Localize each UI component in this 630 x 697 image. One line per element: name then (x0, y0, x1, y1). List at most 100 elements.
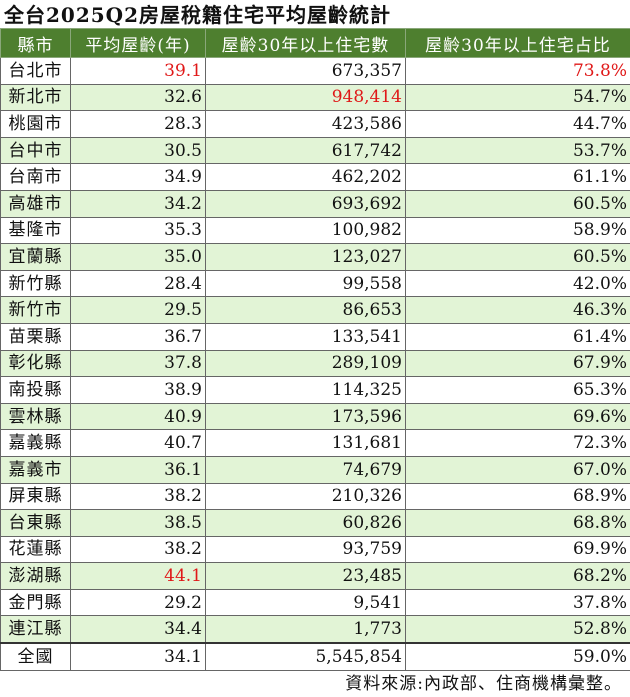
old-share-cell: 60.5% (406, 190, 630, 217)
county-cell: 花蓮縣 (1, 536, 71, 563)
old-share-cell: 68.8% (406, 510, 630, 537)
old-share-cell: 46.3% (406, 297, 630, 324)
avg-age-cell: 38.9 (71, 377, 206, 404)
header-row: 縣市 平均屋齡(年) 屋齡30年以上住宅數 屋齡30年以上住宅占比 (1, 29, 630, 58)
avg-age-cell: 28.4 (71, 270, 206, 297)
county-cell: 台中市 (1, 137, 71, 164)
county-cell: 基隆市 (1, 217, 71, 244)
old-share-cell: 72.3% (406, 430, 630, 457)
avg-age-cell: 34.4 (71, 616, 206, 643)
avg-age-cell: 34.2 (71, 190, 206, 217)
header-avg-age: 平均屋齡(年) (71, 29, 206, 58)
old-share-cell: 44.7% (406, 111, 630, 138)
old-count-cell: 1,773 (206, 616, 406, 643)
avg-age-cell: 34.9 (71, 164, 206, 191)
old-count-cell: 60,826 (206, 510, 406, 537)
old-count-cell: 99,558 (206, 270, 406, 297)
old-count-cell: 86,653 (206, 297, 406, 324)
old-share-cell: 42.0% (406, 270, 630, 297)
old-share-cell: 65.3% (406, 377, 630, 404)
old-share-cell: 53.7% (406, 137, 630, 164)
county-cell: 澎湖縣 (1, 563, 71, 590)
county-cell: 苗栗縣 (1, 323, 71, 350)
old-count-cell: 133,541 (206, 323, 406, 350)
old-count-cell: 114,325 (206, 377, 406, 404)
old-share-cell: 69.9% (406, 536, 630, 563)
old-count-cell: 9,541 (206, 589, 406, 616)
old-count-cell: 423,586 (206, 111, 406, 138)
old-share-cell: 67.9% (406, 350, 630, 377)
avg-age-cell: 34.1 (71, 643, 206, 671)
old-count-cell: 123,027 (206, 244, 406, 271)
avg-age-cell: 38.2 (71, 536, 206, 563)
old-count-cell: 210,326 (206, 483, 406, 510)
old-share-cell: 68.9% (406, 483, 630, 510)
avg-age-cell: 39.1 (71, 58, 206, 85)
avg-age-cell: 29.2 (71, 589, 206, 616)
source-note: 資料來源:內政部、住商機構彙整。 (0, 671, 630, 697)
old-count-cell: 131,681 (206, 430, 406, 457)
avg-age-cell: 32.6 (71, 84, 206, 111)
header-county: 縣市 (1, 29, 71, 58)
old-count-cell: 93,759 (206, 536, 406, 563)
avg-age-cell: 35.0 (71, 244, 206, 271)
county-cell: 南投縣 (1, 377, 71, 404)
avg-age-cell: 38.5 (71, 510, 206, 537)
old-count-cell: 948,414 (206, 84, 406, 111)
old-count-cell: 100,982 (206, 217, 406, 244)
avg-age-cell: 37.8 (71, 350, 206, 377)
old-share-cell: 73.8% (406, 58, 630, 85)
old-share-cell: 67.0% (406, 456, 630, 483)
old-share-cell: 37.8% (406, 589, 630, 616)
county-cell: 雲林縣 (1, 403, 71, 430)
old-share-cell: 69.6% (406, 403, 630, 430)
avg-age-cell: 30.5 (71, 137, 206, 164)
old-share-cell: 68.2% (406, 563, 630, 590)
old-share-cell: 52.8% (406, 616, 630, 643)
old-count-cell: 462,202 (206, 164, 406, 191)
avg-age-cell: 36.1 (71, 456, 206, 483)
old-count-cell: 693,692 (206, 190, 406, 217)
old-count-cell: 673,357 (206, 58, 406, 85)
county-cell: 嘉義縣 (1, 430, 71, 457)
header-old-share: 屋齡30年以上住宅占比 (406, 29, 630, 58)
page-title: 全台2025Q2房屋稅籍住宅平均屋齡統計 (0, 0, 630, 28)
avg-age-cell: 35.3 (71, 217, 206, 244)
old-count-cell: 289,109 (206, 350, 406, 377)
avg-age-cell: 36.7 (71, 323, 206, 350)
county-cell: 金門縣 (1, 589, 71, 616)
old-count-cell: 23,485 (206, 563, 406, 590)
county-cell: 台北市 (1, 58, 71, 85)
county-cell: 高雄市 (1, 190, 71, 217)
county-cell: 桃園市 (1, 111, 71, 138)
county-cell: 全國 (1, 643, 71, 671)
county-cell: 彰化縣 (1, 350, 71, 377)
county-cell: 嘉義市 (1, 456, 71, 483)
county-cell: 宜蘭縣 (1, 244, 71, 271)
old-share-cell: 60.5% (406, 244, 630, 271)
old-count-cell: 617,742 (206, 137, 406, 164)
old-count-cell: 5,545,854 (206, 643, 406, 671)
avg-age-cell: 29.5 (71, 297, 206, 324)
avg-age-cell: 44.1 (71, 563, 206, 590)
county-cell: 新北市 (1, 84, 71, 111)
